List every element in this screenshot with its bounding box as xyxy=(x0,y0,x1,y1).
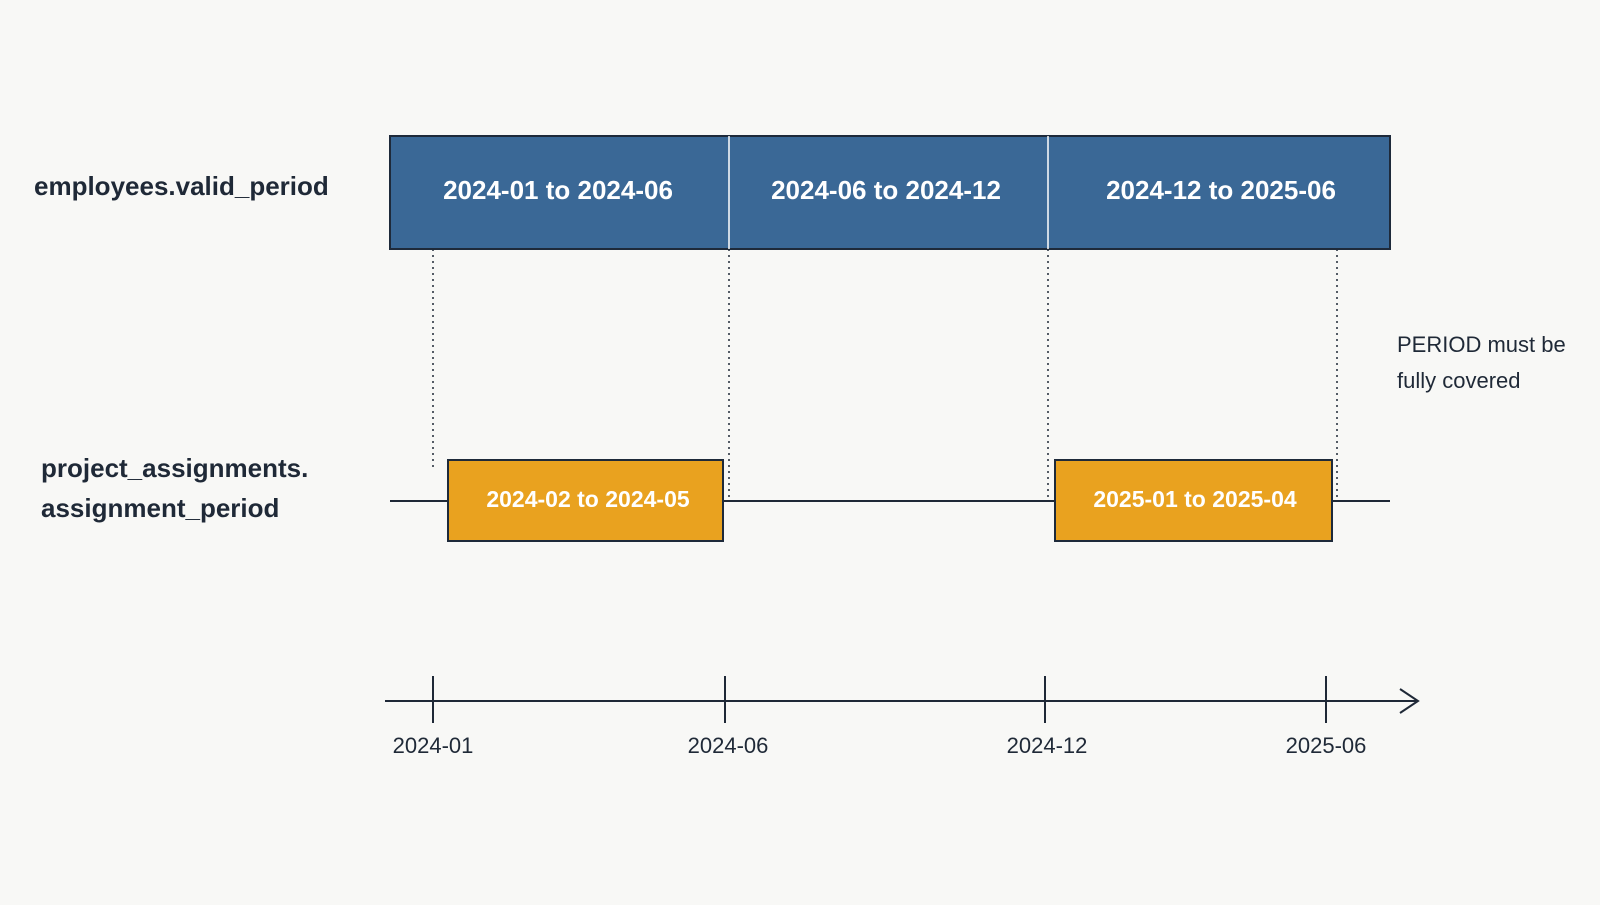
segment-label: 2024-12 to 2025-06 xyxy=(1106,175,1336,205)
row-label: employees.valid_period xyxy=(34,171,329,201)
segment-label: 2024-01 to 2024-06 xyxy=(443,175,673,205)
period-bar xyxy=(389,135,1391,250)
tick-label: 2025-06 xyxy=(1286,733,1367,758)
axis-arrow xyxy=(1399,688,1420,714)
tick-label: 2024-06 xyxy=(688,733,769,758)
segment-label: 2024-02 to 2024-05 xyxy=(486,486,690,512)
note: fully covered xyxy=(1397,368,1521,393)
segment-label: 2024-06 to 2024-12 xyxy=(771,175,1001,205)
tick-label: 2024-01 xyxy=(393,733,474,758)
note: PERIOD must be xyxy=(1397,332,1566,357)
assignment-box xyxy=(1054,459,1333,542)
assignment-box xyxy=(447,459,724,542)
row-label: project_assignments. xyxy=(41,453,308,483)
segment-label: 2025-01 to 2025-04 xyxy=(1093,486,1297,512)
tick-label: 2024-12 xyxy=(1007,733,1088,758)
row-label: assignment_period xyxy=(41,493,279,523)
